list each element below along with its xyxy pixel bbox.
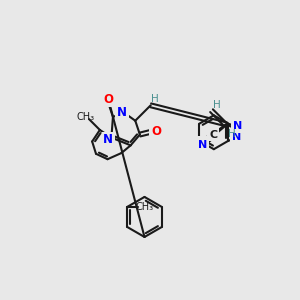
Text: CH₃: CH₃ — [135, 202, 153, 212]
Text: C: C — [208, 130, 216, 140]
Text: N: N — [197, 138, 206, 148]
Text: CH₃: CH₃ — [76, 112, 94, 122]
Text: N: N — [117, 106, 127, 119]
Text: H: H — [151, 94, 158, 104]
Text: N: N — [103, 134, 113, 146]
Text: O: O — [103, 93, 113, 106]
Text: H: H — [228, 129, 236, 139]
Text: N: N — [198, 140, 208, 150]
Text: H: H — [213, 100, 221, 110]
Text: O: O — [151, 125, 161, 138]
Text: C: C — [209, 130, 217, 140]
Text: N: N — [233, 122, 242, 131]
Text: N: N — [232, 132, 241, 142]
